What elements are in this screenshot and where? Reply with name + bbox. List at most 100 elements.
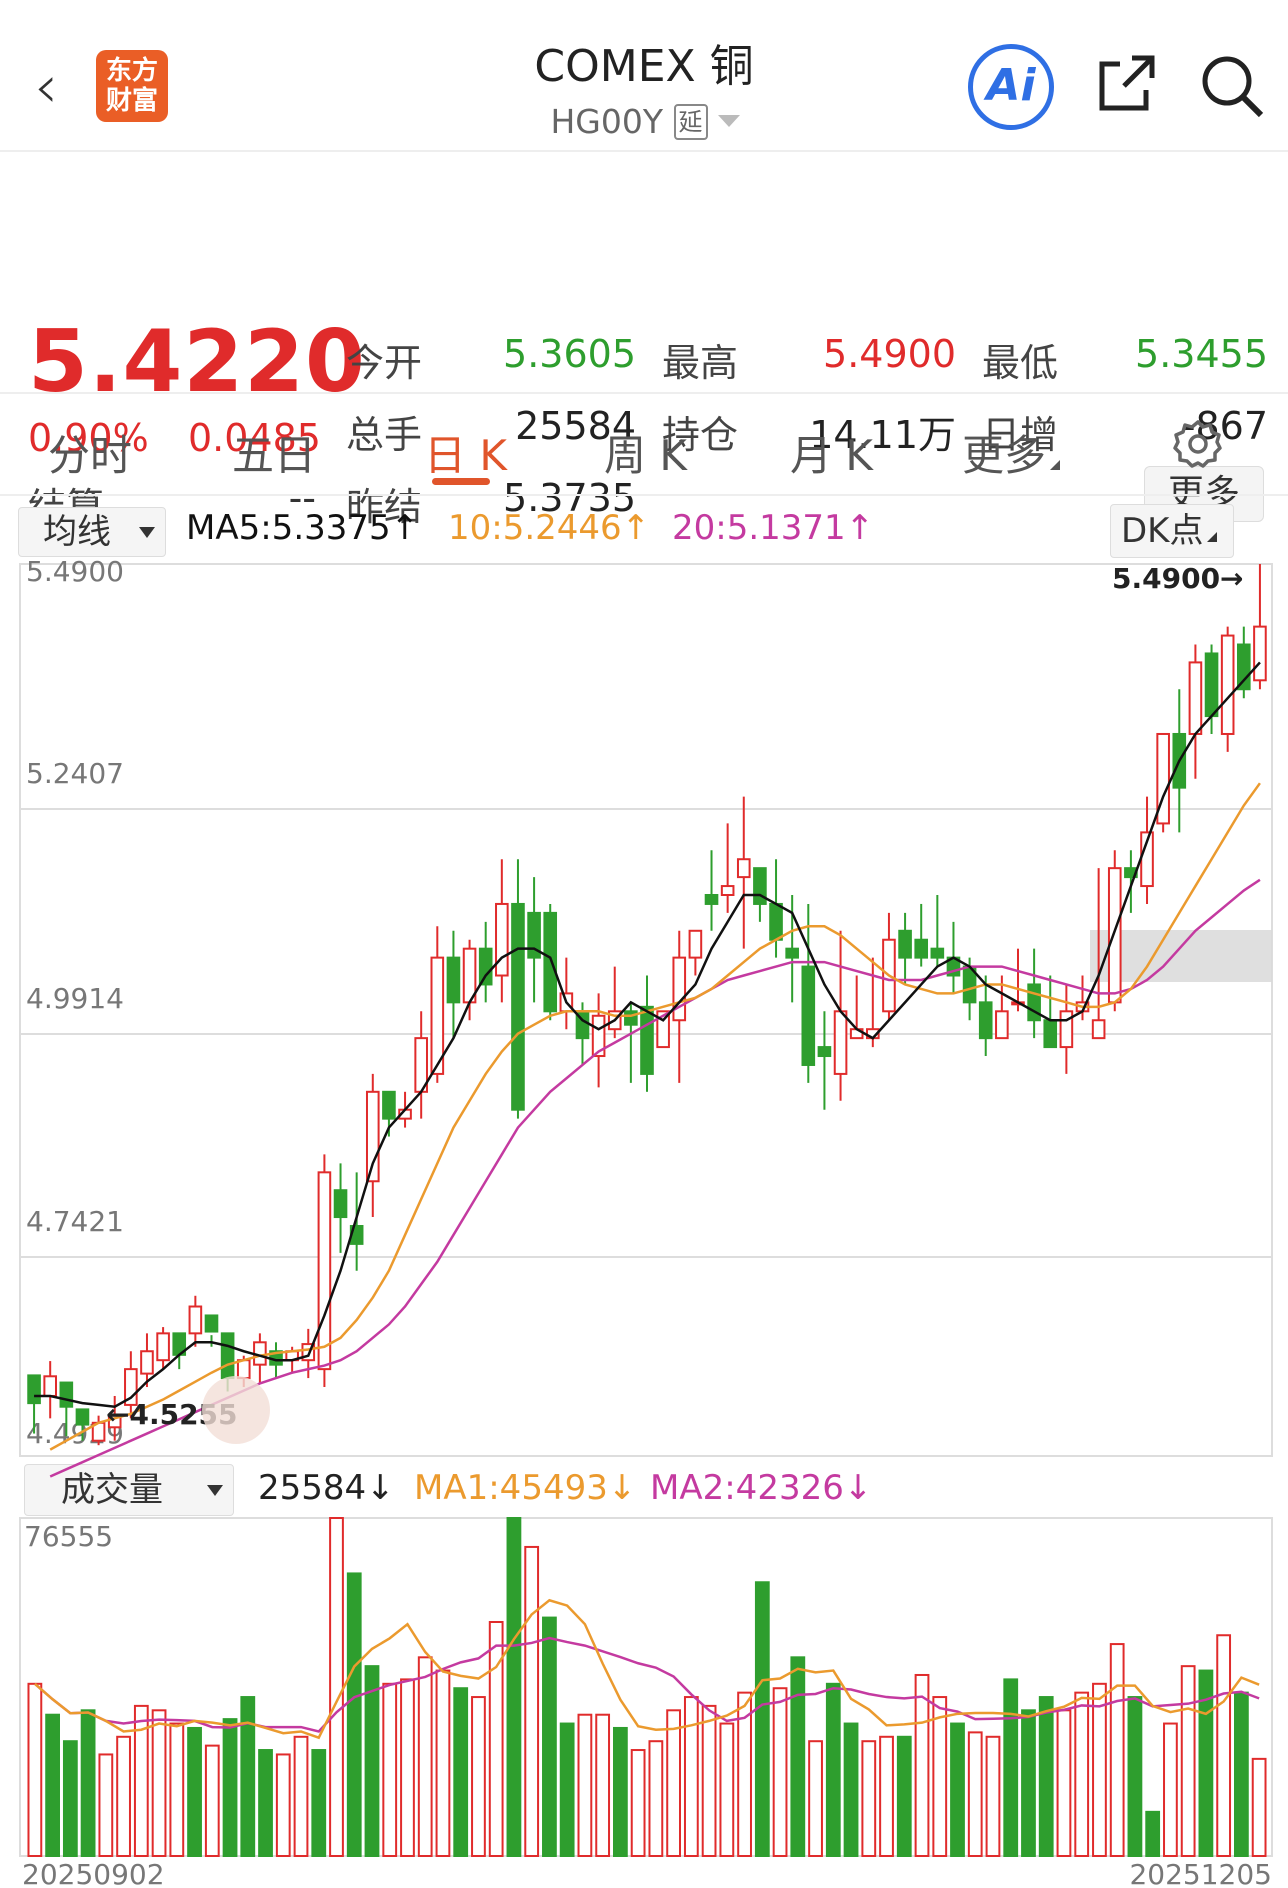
open-interest-value: 14.11万 [809,413,956,457]
contract-selector[interactable]: HG00Y 延 [480,102,810,141]
volume-label: 总手 [346,413,423,457]
tab-daily-k[interactable]: 日 K [424,431,507,480]
volume-bar [364,1665,380,1857]
tab-monthly-k[interactable]: 月 K [790,431,873,480]
candle-body [914,938,929,959]
volume-bar [1056,1709,1072,1857]
volume-bar [808,1740,823,1857]
volume-bar [506,1517,522,1857]
app-logo: 东方 财富 [96,50,168,122]
candle-body [478,947,493,986]
volume-bar [1021,1709,1036,1857]
tab-more[interactable]: 更多 [962,422,1061,483]
ma5-line [34,661,1261,1408]
dk-point-label: DK点 [1121,511,1204,551]
candle-body [978,1001,993,1040]
volume-bar [311,1749,327,1858]
volume-bar [719,1722,735,1858]
candle-body [236,1359,251,1380]
prev-settle-label: 昨结 [346,485,423,529]
gear-icon[interactable] [1172,418,1224,470]
max-price-marker: 5.4900→ [1112,562,1244,595]
ai-assistant-button[interactable]: Ai [968,44,1054,130]
volume-bar [1092,1682,1107,1857]
volume-bar [346,1572,362,1857]
corner-triangle-icon [1207,532,1218,542]
logo-text-top: 东方 [105,56,158,86]
candle-body [785,947,799,959]
volume-indicator-selector[interactable]: 成交量 [24,1464,234,1516]
ma-type-selector[interactable]: 均线 [18,507,166,557]
volume-bar [754,1581,770,1858]
volume-bar [116,1735,131,1858]
share-icon[interactable] [1094,52,1158,116]
volume-bar [985,1735,1001,1858]
volume-bar [80,1709,96,1857]
search-icon[interactable] [1198,52,1266,120]
dropdown-arrow-icon [207,1485,223,1496]
volume-bar [240,1696,256,1857]
candle-body [59,1381,74,1408]
candle-body [75,1408,90,1426]
volume-bar [1109,1643,1125,1858]
candle-body [333,1189,348,1219]
dropdown-arrow-icon [139,527,155,538]
candle-body [753,867,767,905]
candle-body [736,858,751,879]
x-start-label: 20250902 [22,1858,165,1888]
tab-more-label: 更多 [962,431,1047,480]
app-header: ‹ 东方 财富 COMEX 铜 HG00Y 延 Ai [0,0,1288,152]
candle-body [817,1046,832,1058]
volume-bar [27,1682,43,1857]
tab-weekly-k[interactable]: 周 K [604,431,687,480]
candle-body [1220,634,1235,735]
vol-ma2-line [34,1636,1260,1733]
corner-triangle-icon [1050,460,1061,470]
volume-bar [1127,1696,1143,1857]
dk-point-button[interactable]: DK点 [1110,504,1234,558]
prev-settle-value: 5.3735 [503,476,636,520]
candle-body [365,1090,380,1183]
volume-bar [595,1713,611,1857]
candle-body [317,1171,332,1371]
volume-bar [825,1682,841,1857]
volume-max-label: 76555 [24,1520,113,1553]
vol-ma1-legend: MA1:45493↓ [414,1468,637,1508]
volume-bar [151,1709,167,1857]
vol-ma1-line [34,1598,1260,1740]
candle-body [156,1332,170,1362]
tab-intraday[interactable]: 分时 [48,431,133,480]
volume-bar [453,1687,469,1858]
y-tick-label: 5.2407 [26,757,124,790]
volume-bar [435,1669,451,1857]
dk-signal-marker [202,1376,270,1444]
contract-code: HG00Y [550,102,664,141]
open-label: 今开 [346,341,423,385]
volume-bar [1251,1757,1267,1857]
volume-bar [1198,1669,1214,1857]
high-label: 最高 [662,341,739,385]
open-value: 5.3605 [503,332,636,376]
candle-body [543,911,558,1013]
x-end-label: 20251205 [1129,1858,1272,1888]
volume-bar [45,1713,61,1857]
volume-bar [1233,1691,1249,1858]
candle-body [624,1010,638,1026]
candle-body [930,947,945,959]
back-icon[interactable]: ‹ [34,52,58,122]
candle-body [591,1014,606,1058]
tab-five-day[interactable]: 五日 [232,431,317,480]
volume-value: 25584 [515,404,636,448]
candle-body [140,1350,154,1375]
candle-body [1188,661,1203,735]
candle-body [720,885,735,896]
y-tick-label: 4.9914 [26,982,124,1015]
volume-bar [222,1718,238,1858]
page-title: COMEX 铜 [534,41,754,92]
volume-bar [524,1545,540,1857]
candle-body [640,1005,654,1075]
volume-bar [932,1696,948,1857]
chevron-down-icon [717,115,740,127]
ma10-legend: 10:5.2446↑ [448,508,651,548]
